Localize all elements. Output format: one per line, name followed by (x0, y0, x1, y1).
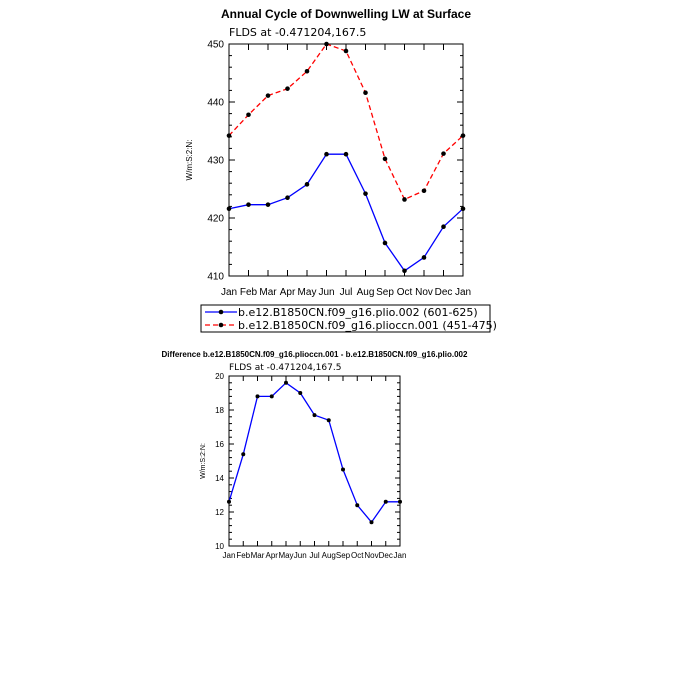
chart2-ytick-label: 16 (215, 440, 224, 449)
chart1-plot-frame (228, 43, 464, 277)
chart1-xtick-label: May (298, 287, 317, 298)
chart1-legend-label-1: b.e12.B1850CN.f09_g16.plio.002 (601-625) (238, 306, 478, 319)
chart1-ytick-label: 450 (207, 40, 224, 51)
chart2-ytick-label: 20 (215, 372, 224, 381)
chart2-series-1-point (398, 499, 402, 504)
chart1-subtitle: FLDS at -0.471204,167.5 (229, 26, 366, 39)
chart1-legend-marker-2 (218, 322, 224, 328)
chart1-series-1-point (402, 268, 407, 274)
chart2-xtick-label: Feb (236, 551, 250, 560)
chart2-series-1-point (255, 394, 260, 399)
chart2-series-1-line (228, 381, 400, 524)
chart2-ytick-label: 14 (215, 474, 224, 483)
chart1-xtick-label: Sep (376, 287, 394, 298)
chart2-series-1-point (369, 520, 374, 525)
chart1-title: Annual Cycle of Downwelling LW at Surfac… (221, 7, 471, 21)
chart1-legend-box (200, 304, 491, 333)
chart1-series-2-point (226, 133, 232, 138)
chart1-series-2-point (324, 41, 329, 47)
chart1-series-2-point (363, 90, 368, 96)
chart1-series-1-point (226, 206, 232, 212)
chart2-series-1-point (355, 503, 360, 508)
chart1-series-1-point (460, 206, 466, 212)
chart1-series-2-point (441, 151, 446, 156)
chart1-series-1-point (304, 182, 310, 187)
chart1-series-1-point (265, 202, 271, 207)
chart2-xtick-label: Oct (351, 551, 364, 560)
chart2-xtick-label: Sep (336, 551, 351, 560)
chart2-series-1-point (284, 380, 288, 385)
chart1-xtick-label: Feb (240, 287, 258, 298)
chart2-ylabel: W/m:S:2:N: (200, 443, 207, 479)
chart1-series-2-point (246, 112, 251, 118)
chart2-plot-frame (228, 375, 401, 547)
chart2-xtick-label: Jul (309, 551, 319, 560)
chart1-series-2-point (265, 93, 271, 98)
chart1-legend-label-2: b.e12.B1850CN.f09_g16.plioccn.001 (451-4… (238, 319, 497, 332)
chart2-xtick-label: Jun (294, 551, 307, 560)
chart1-xtick-label: Oct (397, 287, 413, 298)
chart1-xtick-label: Jan (455, 287, 471, 298)
chart1-xtick-label: Jun (318, 287, 334, 298)
chart2-series-1-point (298, 391, 303, 395)
chart2-xtick-label: Jan (394, 551, 407, 560)
chart1-series-2-point (382, 156, 388, 162)
chart1-series-1-point (382, 240, 388, 246)
chart1-xtick-label: Jul (340, 287, 353, 298)
chart2-series-1-point (269, 394, 274, 399)
chart1-legend-marker-1 (218, 309, 224, 315)
chart1-xtick-label: Aug (357, 287, 375, 298)
chart2-xtick-label: Mar (251, 551, 265, 560)
chart2-xtick-label: Nov (364, 551, 378, 560)
chart1-series-1-point (441, 224, 446, 229)
chart1-series-1-line (228, 153, 464, 272)
chart1-xtick-label: Jan (221, 287, 237, 298)
chart1-xtick-label: Mar (259, 287, 277, 298)
chart1-series-1-point (343, 151, 349, 157)
chart2-xtick-label: Aug (322, 551, 336, 560)
chart2-series-1-point (341, 467, 345, 472)
chart1-ytick-label: 420 (207, 214, 224, 225)
chart1-series-1-point (363, 191, 368, 196)
chart2-ytick-label: 10 (215, 542, 224, 551)
chart1-series-2-line (228, 43, 464, 201)
chart2-title: Difference b.e12.B1850CN.f09_g16.plioccn… (162, 350, 468, 359)
chart1-xtick-label: Nov (415, 287, 433, 298)
chart2-series-1-point (227, 499, 231, 504)
chart1-series-2-point (343, 48, 349, 54)
chart1-series-2-point (285, 86, 290, 91)
chart1-ytick-label: 440 (207, 98, 224, 109)
chart2-xtick-label: Apr (266, 551, 279, 560)
chart1-xtick-label: Dec (435, 287, 453, 298)
chart2-ytick-label: 12 (215, 508, 224, 517)
chart1-series-2-point (421, 188, 427, 194)
chart2-ytick-label: 18 (215, 406, 224, 415)
chart1-series-2-point (460, 133, 466, 138)
chart1-ytick-label: 430 (207, 156, 224, 167)
chart1-series-1-point (421, 255, 427, 260)
chart2-xtick-label: Dec (379, 551, 393, 560)
chart2-series-1-point (241, 452, 246, 457)
chart1-series-1-point (324, 151, 329, 157)
chart1-xtick-label: Apr (280, 287, 296, 298)
chart1-series-2-point (402, 197, 407, 202)
chart2-series-1-point (326, 418, 331, 423)
chart1-ylabel: W/m:S:2:N: (185, 140, 194, 181)
chart2-xtick-label: May (278, 551, 293, 560)
chart2-subtitle: FLDS at -0.471204,167.5 (229, 363, 341, 373)
chart1-series-1-point (285, 195, 290, 200)
chart1-series-1-point (246, 202, 251, 207)
chart2-xtick-label: Jan (223, 551, 236, 560)
chart2-series-1-point (383, 499, 388, 504)
chart1-series-2-point (304, 68, 310, 74)
chart1-ytick-label: 410 (207, 272, 224, 283)
chart2-series-1-point (312, 413, 317, 418)
